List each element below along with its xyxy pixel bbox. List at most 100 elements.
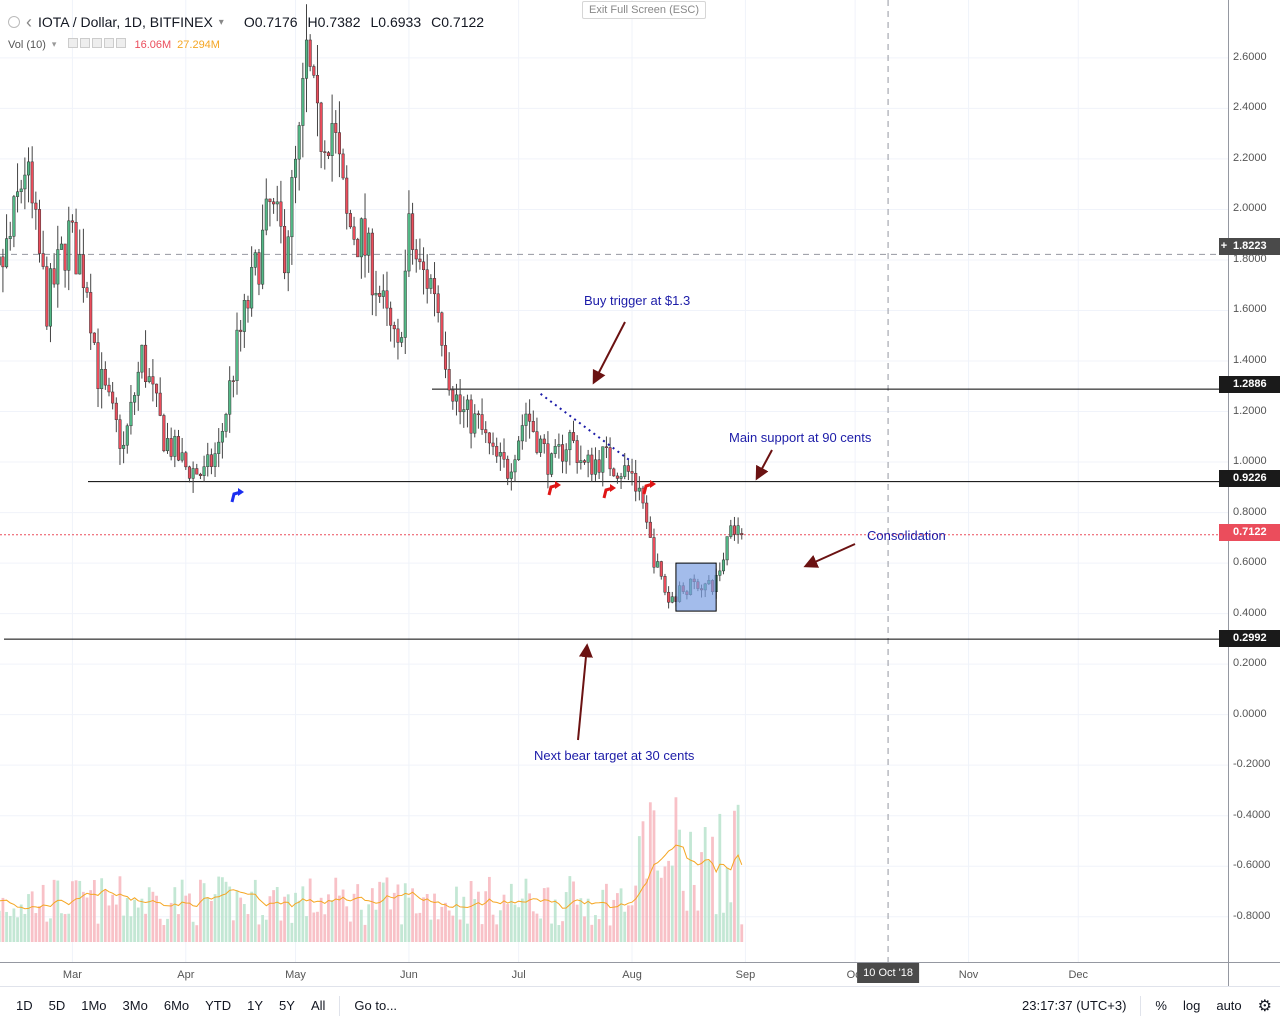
volume-bar (71, 881, 74, 942)
volume-bar (195, 925, 199, 942)
settings-icon (80, 38, 91, 48)
volume-bar (341, 889, 345, 942)
bear-target-annotation[interactable]: Next bear target at 30 cents (534, 748, 695, 763)
volume-bar (308, 878, 312, 942)
chevron-down-icon[interactable]: ▾ (51, 39, 57, 49)
volume-bar (469, 881, 473, 942)
candle-body (736, 525, 740, 535)
candle-body (180, 452, 184, 461)
range-button-3mo[interactable]: 3Mo (122, 998, 148, 1013)
collapse-icon[interactable] (8, 16, 20, 28)
candle-body (125, 425, 129, 446)
candle-body (487, 432, 491, 444)
volume-bar (367, 904, 371, 942)
volume-bar (30, 891, 34, 942)
range-button-1mo[interactable]: 1Mo (81, 998, 107, 1013)
volume-bar (191, 921, 195, 942)
volume-bar (575, 904, 579, 942)
main-support-annotation[interactable]: Main support at 90 cents (729, 430, 872, 445)
time-axis-label: Aug (622, 969, 642, 981)
candle-body (615, 475, 619, 479)
divider (1140, 995, 1142, 1016)
volume-bar (436, 919, 440, 942)
volume-bar (608, 925, 612, 942)
volume-bar (458, 919, 462, 942)
candle-body (652, 537, 656, 568)
volume-bar (96, 923, 100, 942)
time-axis[interactable]: Mar Apr May Jun Jul Aug Sep Oct Nov Dec 10 Oct '18 (0, 962, 1228, 986)
volume-bar (74, 880, 78, 942)
candle-body (458, 394, 462, 413)
candle-body (52, 268, 56, 285)
candle-body (378, 293, 382, 297)
clock[interactable]: 23:17:37 (UTC+3) (1022, 998, 1127, 1013)
price-chart-svg[interactable] (0, 0, 1228, 962)
high-value: H0.7382 (307, 14, 361, 30)
range-button-all[interactable]: All (310, 998, 326, 1013)
goto-date-button[interactable]: Go to... (354, 998, 398, 1013)
volume-legend: Vol (10) ▾ 16.06M 27.294M (8, 38, 220, 51)
candle-body (604, 446, 608, 448)
log-scale-toggle[interactable]: log (1182, 998, 1201, 1013)
volume-bar (400, 924, 403, 942)
volume-bar (316, 911, 319, 942)
range-button-5d[interactable]: 5D (48, 998, 66, 1013)
range-button-6mo[interactable]: 6Mo (163, 998, 190, 1013)
time-axis-label: Nov (958, 969, 979, 981)
candle-body (619, 476, 623, 479)
exit-fullscreen-button[interactable]: Exit Full Screen (ESC) (582, 1, 707, 19)
symbol-title[interactable]: IOTA / Dollar, 1D, BITFINEX (38, 14, 213, 30)
candle-body (114, 402, 118, 420)
range-button-1d[interactable]: 1D (16, 998, 33, 1013)
volume-bar (601, 889, 605, 942)
volume-bar (319, 897, 323, 942)
candle-body (597, 459, 601, 473)
volume-bar (389, 909, 393, 942)
candle-body (195, 468, 199, 475)
price-axis-label: -0.4000 (1233, 808, 1271, 821)
candle-body (133, 395, 137, 403)
volume-bar (272, 890, 275, 942)
volume-bar (561, 921, 564, 942)
volume-bar (169, 902, 173, 942)
candle-body (231, 380, 235, 382)
indicator-controls[interactable] (68, 38, 128, 51)
candle-body (246, 300, 250, 309)
volume-bar (451, 915, 455, 942)
candle-body (429, 278, 433, 289)
volume-indicator-label[interactable]: Vol (10) (8, 38, 46, 51)
price-axis[interactable]: + 1.8223 1.2886 0.9226 0.7122 0.2992 2.6… (1219, 0, 1280, 962)
buy-trigger-annotation[interactable]: Buy trigger at $1.3 (584, 293, 691, 308)
candle-body (403, 270, 407, 338)
volume-bar (740, 924, 744, 942)
chart-pane[interactable]: ‹ IOTA / Dollar, 1D, BITFINEX ▾ O0.7176 … (0, 0, 1228, 962)
volume-bar (60, 913, 63, 942)
crosshair-plus-icon: + (1220, 240, 1228, 252)
volume-bar (733, 810, 736, 942)
volume-bar (718, 813, 722, 942)
range-button-1y[interactable]: 1Y (247, 998, 264, 1013)
candle-body (667, 591, 671, 603)
volume-bar (637, 836, 641, 942)
candle-body (330, 123, 334, 156)
volume-bar (692, 884, 696, 942)
candle-body (147, 376, 151, 382)
candle-body (235, 329, 239, 382)
settings-gear-icon[interactable]: ⚙ (1257, 997, 1272, 1015)
volume-bar (396, 884, 400, 942)
bear-target-price-tag: 0.2992 (1219, 630, 1280, 647)
range-button-ytd[interactable]: YTD (205, 998, 232, 1013)
chevron-left-icon[interactable]: ‹ (26, 12, 32, 32)
consolidation-annotation[interactable]: Consolidation (867, 528, 946, 543)
volume-bar (67, 913, 71, 942)
candle-body (165, 438, 170, 452)
support-arrow (755, 449, 773, 481)
auto-scale-toggle[interactable]: auto (1216, 998, 1242, 1013)
percent-scale-toggle[interactable]: % (1155, 998, 1167, 1013)
volume-bar (535, 913, 539, 942)
candle-body (209, 454, 213, 467)
candle-body (5, 238, 9, 268)
ohlc-values: O0.7176 H0.7382 L0.6933 C0.7122 (244, 14, 484, 30)
range-button-5y[interactable]: 5Y (279, 998, 295, 1013)
chevron-down-icon[interactable]: ▾ (218, 16, 224, 28)
